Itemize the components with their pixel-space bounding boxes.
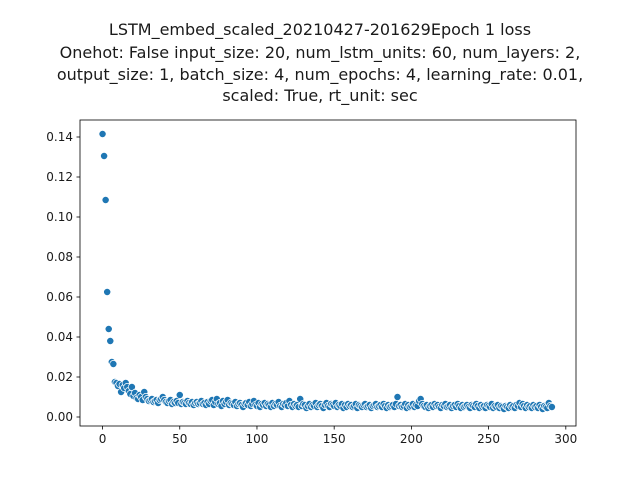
- y-tick-label: 0.08: [46, 250, 73, 264]
- chart-title-line-4: scaled: True, rt_unit: sec: [222, 86, 418, 105]
- x-tick-label: 50: [172, 432, 187, 446]
- y-tick-label: 0.06: [46, 290, 73, 304]
- x-tick-label: 100: [246, 432, 269, 446]
- y-tick-label: 0.10: [46, 210, 73, 224]
- y-tick-label: 0.04: [46, 330, 73, 344]
- data-point: [98, 130, 107, 138]
- x-tick-label: 0: [99, 432, 107, 446]
- axes-frame: [79, 119, 577, 427]
- x-tick-label: 200: [400, 432, 423, 446]
- y-axis: 0.00 0.02 0.04 0.06 0.08 0.10 0.12 0.14: [46, 130, 80, 424]
- data-point: [393, 393, 402, 401]
- chart-title-line-2: Onehot: False input_size: 20, num_lstm_u…: [59, 43, 581, 62]
- x-axis: 0 50 100 150 200 250 300: [99, 426, 577, 446]
- data-point: [547, 403, 556, 411]
- chart-title-line-3: output_size: 1, batch_size: 4, num_epoch…: [56, 65, 584, 84]
- y-tick-label: 0.14: [46, 130, 73, 144]
- y-tick-label: 0.00: [46, 410, 73, 424]
- data-points: [98, 130, 556, 413]
- data-point: [175, 391, 184, 399]
- data-point: [106, 337, 115, 345]
- y-tick-label: 0.12: [46, 170, 73, 184]
- x-tick-label: 300: [554, 432, 577, 446]
- chart-title-line-1: LSTM_embed_scaled_20210427-201629Epoch 1…: [108, 20, 532, 39]
- x-tick-label: 150: [323, 432, 346, 446]
- data-point: [100, 152, 109, 160]
- data-point: [104, 325, 113, 333]
- y-tick-label: 0.02: [46, 370, 73, 384]
- data-point: [109, 360, 118, 368]
- x-tick-label: 250: [477, 432, 500, 446]
- data-point: [101, 196, 110, 204]
- data-point: [103, 288, 112, 296]
